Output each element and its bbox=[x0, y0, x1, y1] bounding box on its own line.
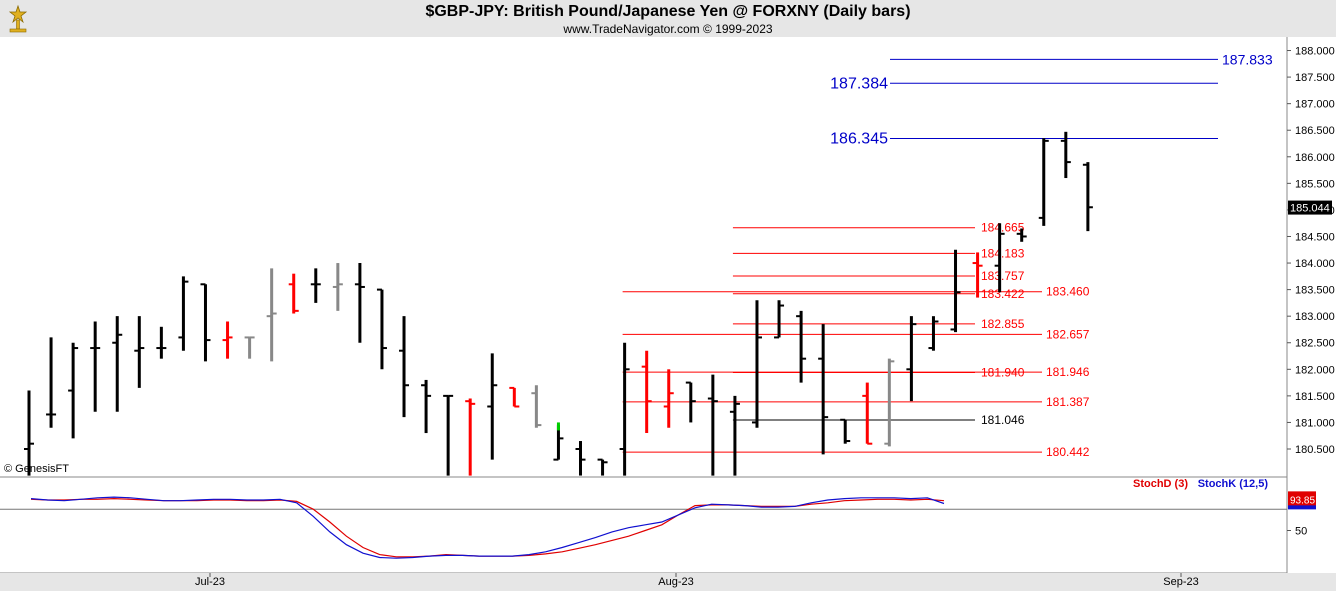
level-label: 181.946 bbox=[1046, 365, 1090, 379]
level-label: 182.855 bbox=[981, 317, 1025, 331]
stoch-last-label: 93.85 bbox=[1290, 495, 1315, 506]
date-axis-panel bbox=[0, 573, 1336, 591]
price-tick-label: 184.500 bbox=[1295, 231, 1335, 243]
level-label: 186.345 bbox=[830, 130, 888, 147]
stoch-tick-label: 50 bbox=[1295, 526, 1307, 538]
price-tick-label: 187.500 bbox=[1295, 72, 1335, 84]
price-tick-label: 181.500 bbox=[1295, 391, 1335, 403]
price-tick-label: 187.000 bbox=[1295, 99, 1335, 111]
price-axis-panel bbox=[1287, 37, 1336, 573]
level-label: 180.442 bbox=[1046, 445, 1090, 459]
legend-stochk: StochK (12,5) bbox=[1198, 478, 1269, 490]
stoch-last-tag-k bbox=[1288, 505, 1316, 510]
legend-stochd: StochD (3) bbox=[1133, 478, 1188, 490]
price-axis: 180.500 181.000 181.500 182.000 182.500 183.0… bbox=[1287, 46, 1335, 456]
date-tick-label: Jul-23 bbox=[195, 576, 225, 588]
stochastic-panel: 50 93.85 bbox=[0, 491, 1316, 559]
chart-canvas: 180.500 181.000 181.500 182.000 182.500 183.0… bbox=[0, 37, 1336, 591]
level-label: 181.387 bbox=[1046, 395, 1090, 409]
date-axis: Jul-23 Aug-23 Sep-23 bbox=[195, 573, 1199, 588]
price-tick-label: 182.000 bbox=[1295, 364, 1335, 376]
price-tick-label: 184.000 bbox=[1295, 258, 1335, 270]
price-panel bbox=[0, 37, 1287, 477]
price-tick-label: 186.500 bbox=[1295, 125, 1335, 137]
chart-header: $GBP-JPY: British Pound/Japanese Yen @ F… bbox=[0, 0, 1336, 37]
chart-subtitle: www.TradeNavigator.com © 1999-2023 bbox=[563, 22, 773, 36]
price-tick-label: 183.000 bbox=[1295, 311, 1335, 323]
date-tick-label: Sep-23 bbox=[1163, 576, 1198, 588]
price-tick-label: 185.500 bbox=[1295, 178, 1335, 190]
stoch-last-tag bbox=[1288, 491, 1316, 508]
price-tick-label: 182.500 bbox=[1295, 338, 1335, 350]
level-label: 184.665 bbox=[981, 221, 1025, 235]
level-label: 183.460 bbox=[1046, 285, 1090, 299]
watermark: © GenesisFT bbox=[4, 463, 69, 475]
stochk-line bbox=[30, 496, 945, 559]
price-tick-label: 181.000 bbox=[1295, 417, 1335, 429]
level-label: 187.833 bbox=[1222, 51, 1273, 67]
price-tick-label: 183.500 bbox=[1295, 285, 1335, 297]
date-tick-label: Aug-23 bbox=[658, 576, 693, 588]
ohlc-bars bbox=[24, 131, 1093, 476]
price-tick-label: 188.000 bbox=[1295, 46, 1335, 58]
level-label: 181.046 bbox=[981, 413, 1025, 427]
price-levels: 184.665 184.183 183.757 183.422 183.460 182.8… bbox=[622, 51, 1273, 459]
price-tick-label: 180.500 bbox=[1295, 444, 1335, 456]
level-label: 183.757 bbox=[981, 269, 1025, 283]
price-tick-label: 186.000 bbox=[1295, 152, 1335, 164]
level-label: 184.183 bbox=[981, 246, 1025, 260]
level-label: 183.422 bbox=[981, 287, 1025, 301]
stochd-line bbox=[30, 497, 945, 558]
level-label: 182.657 bbox=[1046, 327, 1090, 341]
chart-title: $GBP-JPY: British Pound/Japanese Yen @ F… bbox=[425, 3, 911, 20]
last-price-tag bbox=[1288, 200, 1332, 215]
trade-navigator-logo-icon bbox=[8, 4, 28, 33]
last-price-label: 185.044 bbox=[1290, 203, 1330, 215]
level-label: 187.384 bbox=[830, 75, 888, 92]
